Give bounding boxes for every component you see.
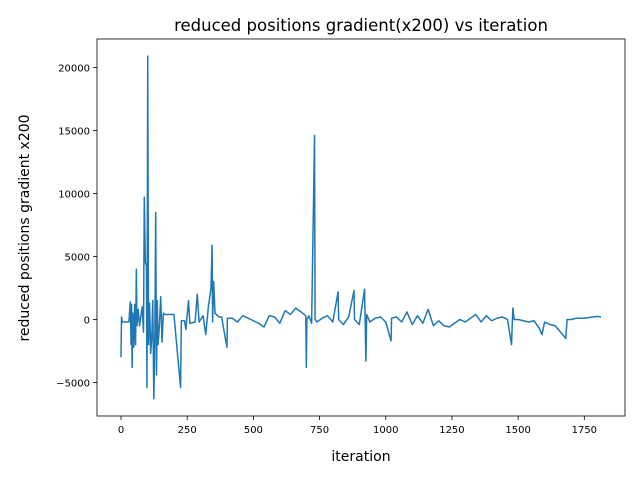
y-tick-label: 5000 — [65, 252, 90, 263]
y-tick-label: 15000 — [58, 126, 90, 137]
y-tick-label: 0 — [84, 315, 90, 326]
x-tick-label: 750 — [310, 425, 329, 436]
x-tick-label: 1500 — [505, 425, 530, 436]
x-tick-label: 250 — [178, 425, 197, 436]
x-tick-label: 1750 — [572, 425, 597, 436]
x-tick-label: 500 — [244, 425, 263, 436]
y-tick-label: 20000 — [58, 63, 90, 74]
data-line — [120, 55, 602, 400]
y-tick-label: 10000 — [58, 189, 90, 200]
x-tick-label: 0 — [118, 425, 124, 436]
y-tick-label: −5000 — [56, 378, 90, 389]
y-axis-label: reduced positions gradient x200 — [17, 114, 33, 341]
x-tick-label: 1250 — [439, 425, 464, 436]
x-tick-label: 1000 — [373, 425, 398, 436]
chart-title: reduced positions gradient(x200) vs iter… — [174, 16, 548, 35]
x-axis-label: iteration — [331, 449, 390, 465]
plot-frame — [96, 38, 626, 417]
